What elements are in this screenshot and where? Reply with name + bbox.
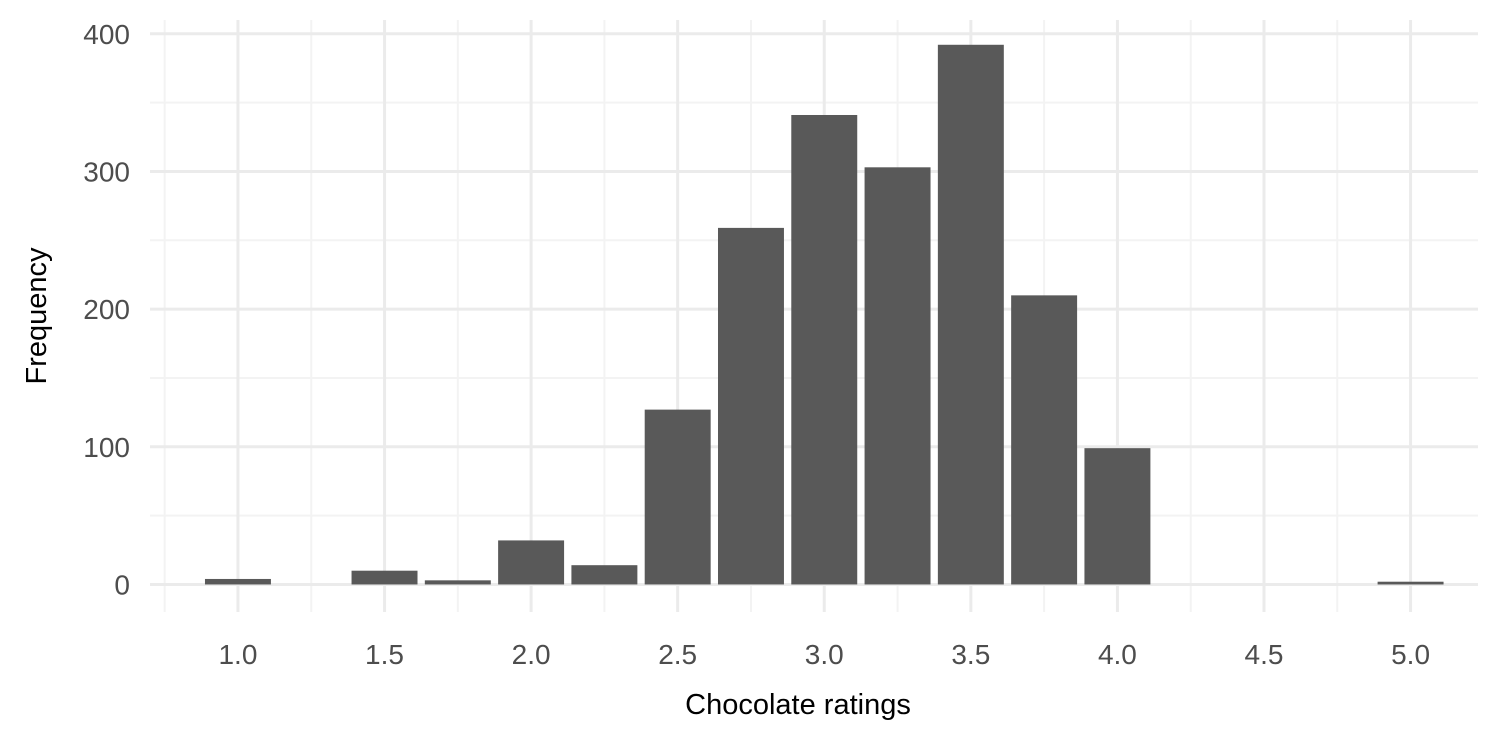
x-tick-label: 2.5: [658, 639, 697, 670]
bars: [204, 44, 1444, 585]
bar: [204, 578, 271, 585]
x-axis-ticks: 1.0 1.5 2.0 2.5 3.0 3.5 4.0 4.5 5.0: [218, 639, 1430, 670]
y-axis-title: Frequency: [21, 247, 53, 385]
y-tick-label: 100: [83, 432, 130, 463]
x-tick-label: 3.5: [951, 639, 990, 670]
x-tick-label: 4.0: [1098, 639, 1137, 670]
bar: [864, 167, 931, 585]
bar: [424, 580, 491, 585]
bar: [791, 114, 858, 585]
x-tick-label: 4.5: [1245, 639, 1284, 670]
bar: [1011, 295, 1078, 585]
y-tick-label: 200: [83, 294, 130, 325]
x-tick-label: 2.0: [512, 639, 551, 670]
bar: [717, 227, 784, 585]
bar: [498, 540, 565, 585]
bar: [1084, 448, 1151, 585]
x-axis-title: Chocolate ratings: [685, 689, 911, 721]
bar: [571, 565, 638, 585]
y-tick-label: 300: [83, 156, 130, 187]
bar: [1377, 581, 1444, 585]
x-tick-label: 5.0: [1391, 639, 1430, 670]
bar: [644, 409, 711, 585]
x-tick-label: 3.0: [805, 639, 844, 670]
bar: [351, 570, 418, 585]
bar: [937, 44, 1004, 585]
x-tick-label: 1.0: [218, 639, 257, 670]
y-tick-label: 400: [83, 19, 130, 50]
x-tick-label: 1.5: [365, 639, 404, 670]
y-tick-label: 0: [114, 569, 130, 600]
y-axis-ticks: 0 100 200 300 400: [83, 19, 130, 601]
